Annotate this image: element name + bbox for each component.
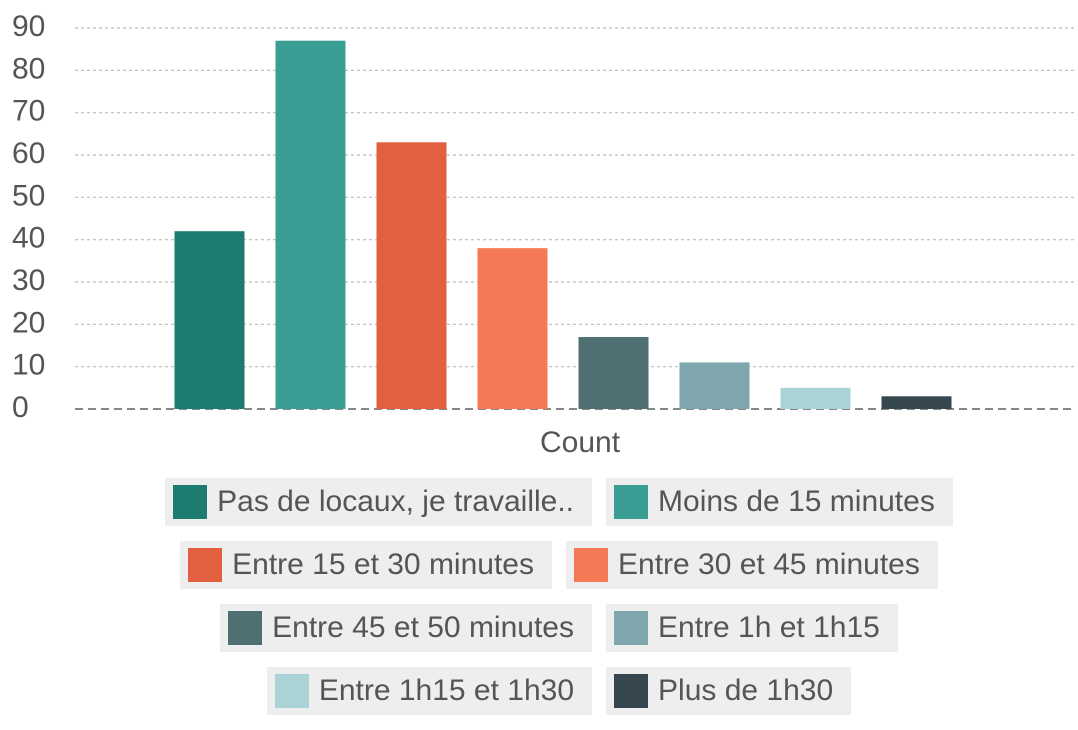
legend-label: Plus de 1h30 <box>658 674 834 707</box>
x-axis-label: Count <box>540 426 621 459</box>
y-tick-label: 50 <box>12 179 45 212</box>
legend-label: Entre 1h15 et 1h30 <box>318 674 575 707</box>
legend-label: Entre 30 et 45 minutes <box>618 548 920 581</box>
legend-label: Entre 1h et 1h15 <box>658 611 880 644</box>
y-tick-label: 80 <box>12 52 45 85</box>
legend-label: Pas de locaux, je travaille.. <box>217 485 575 518</box>
y-tick-label: 60 <box>12 137 45 170</box>
bar <box>780 387 851 409</box>
legend-item[interactable]: Entre 1h et 1h15 <box>606 604 898 652</box>
legend-swatch <box>188 548 223 582</box>
y-tick-label: 30 <box>12 264 45 297</box>
legend-swatch <box>173 485 208 519</box>
y-tick-label: 90 <box>12 10 45 43</box>
y-tick-label: 0 <box>12 391 29 424</box>
legend-row: Pas de locaux, je travaille.. Moins de 15… <box>40 478 1078 526</box>
bar <box>376 142 447 410</box>
legend: Pas de locaux, je travaille.. Moins de 15… <box>0 478 1078 730</box>
bar <box>174 231 245 409</box>
legend-swatch <box>574 548 608 582</box>
legend-label: Entre 15 et 30 minutes <box>232 548 534 581</box>
chart: 0 10 20 30 40 50 60 70 80 90 Count <box>12 10 1075 459</box>
bar <box>578 337 649 409</box>
legend-label: Moins de 15 minutes <box>658 485 935 518</box>
legend-row: Entre 1h15 et 1h30 Plus de 1h30 <box>40 667 1078 715</box>
bar <box>881 396 952 409</box>
legend-swatch <box>228 611 263 645</box>
page: 0 10 20 30 40 50 60 70 80 90 Count Pas de locaux, … <box>12 9 1075 715</box>
legend-swatch <box>614 485 649 519</box>
legend-row: Entre 45 et 50 minutes Entre 1h et 1h15 <box>40 604 1078 652</box>
legend-swatch <box>614 611 648 645</box>
legend-item[interactable]: Plus de 1h30 <box>606 667 852 715</box>
bar <box>275 40 346 409</box>
bar <box>477 248 548 409</box>
legend-item[interactable]: Pas de locaux, je travaille.. <box>165 478 593 526</box>
legend-label: Entre 45 et 50 minutes <box>272 611 574 644</box>
bar <box>679 362 750 409</box>
y-tick-label: 20 <box>12 306 45 339</box>
legend-swatch <box>274 674 309 708</box>
legend-item[interactable]: Entre 45 et 50 minutes <box>220 604 592 652</box>
legend-row: Entre 15 et 30 minutes Entre 30 et 45 min… <box>40 541 1078 589</box>
y-tick-label: 10 <box>12 349 45 382</box>
legend-item[interactable]: Entre 1h15 et 1h30 <box>266 667 593 715</box>
legend-item[interactable]: Moins de 15 minutes <box>606 478 953 526</box>
legend-item[interactable]: Entre 30 et 45 minutes <box>566 541 938 589</box>
y-tick-label: 40 <box>12 222 45 255</box>
y-tick-label: 70 <box>12 95 45 128</box>
legend-item[interactable]: Entre 15 et 30 minutes <box>180 541 552 589</box>
legend-swatch <box>614 674 649 708</box>
